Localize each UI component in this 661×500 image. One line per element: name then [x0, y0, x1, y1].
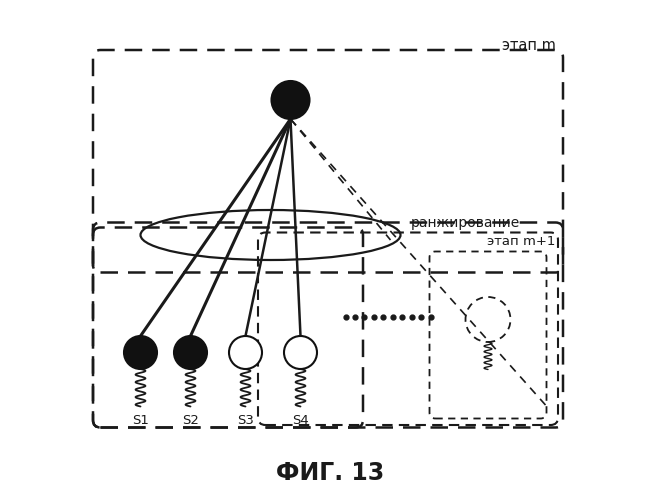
- Circle shape: [284, 336, 317, 369]
- Text: S1: S1: [132, 414, 149, 427]
- Circle shape: [124, 336, 157, 369]
- Text: S2: S2: [182, 414, 199, 427]
- Text: S3: S3: [237, 414, 254, 427]
- Text: этап m+1: этап m+1: [487, 235, 555, 248]
- Text: ФИГ. 13: ФИГ. 13: [276, 460, 385, 484]
- Text: S4: S4: [292, 414, 309, 427]
- Circle shape: [272, 81, 309, 119]
- Circle shape: [174, 336, 207, 369]
- Text: ранжирование: ранжирование: [410, 216, 520, 230]
- Text: этап m: этап m: [502, 38, 555, 52]
- Circle shape: [229, 336, 262, 369]
